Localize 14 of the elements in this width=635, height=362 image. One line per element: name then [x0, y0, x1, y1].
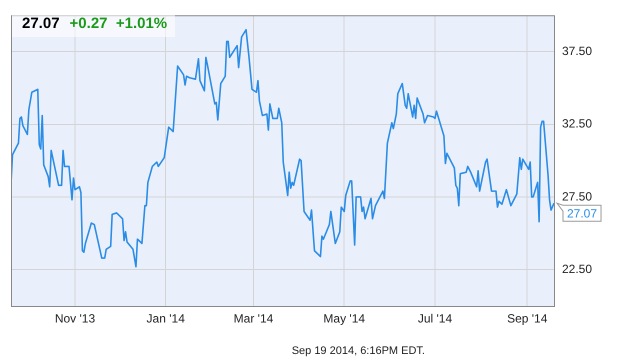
x-tick-label: Jul '14 — [418, 312, 452, 326]
chart-subtitle: +0.27 +1.01% — [70, 15, 168, 32]
x-tick-label: Sep '14 — [507, 312, 548, 326]
x-tick-label: May '14 — [323, 312, 366, 326]
x-tick-label: Nov '13 — [54, 312, 96, 326]
y-tick-label: 27.50 — [562, 189, 592, 204]
text: Sep 19 2014, 6:16PM EDT. — [292, 345, 425, 357]
annotation: 27.07 — [567, 206, 598, 221]
y-tick-label: 32.50 — [562, 116, 592, 131]
y-tick-label: 37.50 — [562, 44, 592, 58]
y-tick-label: 22.50 — [562, 262, 592, 276]
x-tick-label: Mar '14 — [234, 312, 274, 326]
x-tick-label: Jan '14 — [146, 312, 186, 326]
chart-title: 27.07 — [22, 15, 60, 32]
